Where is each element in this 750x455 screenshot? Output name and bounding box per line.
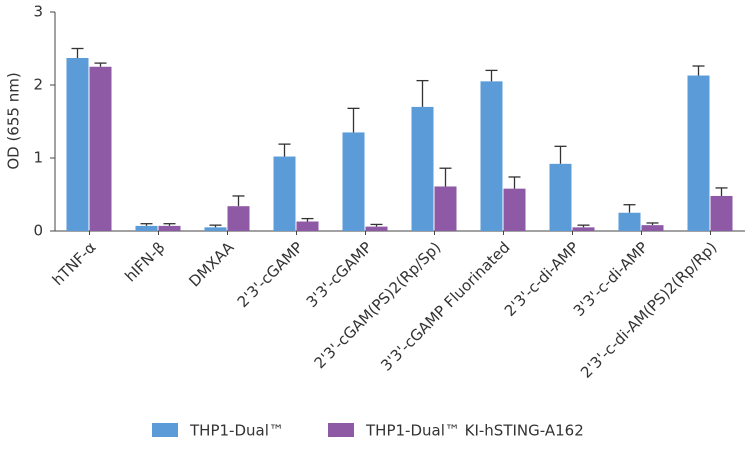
- bar: [227, 206, 250, 231]
- bar: [158, 225, 181, 231]
- bar: [434, 186, 457, 231]
- bar: [135, 225, 158, 231]
- bar: [618, 212, 641, 231]
- x-tick-label: hIFN-β: [121, 238, 168, 285]
- x-tick-label: 2'3'-cGAM(PS)2(Rp/Sp): [311, 238, 445, 372]
- bar: [66, 57, 89, 231]
- legend-swatch: [152, 423, 178, 437]
- y-tick-label: 0: [33, 222, 43, 240]
- legend-label: THP1-Dual™ KI-hSTING-A162: [365, 422, 584, 440]
- bar: [204, 227, 227, 231]
- legend-label: THP1-Dual™: [189, 422, 284, 440]
- bar: [503, 188, 526, 231]
- x-tick-label: 2'3'-c-di-AM(PS)2(Rp/Rp): [577, 238, 720, 381]
- bar: [641, 225, 664, 231]
- y-tick-label: 3: [33, 3, 43, 21]
- bar: [549, 163, 572, 231]
- legend-swatch: [328, 423, 354, 437]
- y-tick-label: 1: [33, 149, 43, 167]
- bar: [480, 81, 503, 231]
- bar: [411, 106, 434, 231]
- bar: [710, 195, 733, 231]
- x-tick-label: DMXAA: [185, 238, 238, 291]
- bar: [687, 75, 710, 231]
- bar: [365, 226, 388, 231]
- bar: [342, 132, 365, 231]
- bar: [572, 227, 595, 231]
- y-axis-label: OD (655 nm): [5, 72, 23, 169]
- y-tick-label: 2: [33, 76, 43, 94]
- x-tick-label: 3'3'-cGAMP: [303, 238, 376, 311]
- x-tick-label: 2'3'-cGAMP: [234, 238, 307, 311]
- x-tick-label: 3'3'-cGAMP Fluorinated: [377, 238, 513, 374]
- bar: [273, 156, 296, 231]
- bar: [296, 221, 319, 231]
- x-tick-label: hTNF-α: [49, 238, 100, 289]
- bar: [89, 66, 112, 231]
